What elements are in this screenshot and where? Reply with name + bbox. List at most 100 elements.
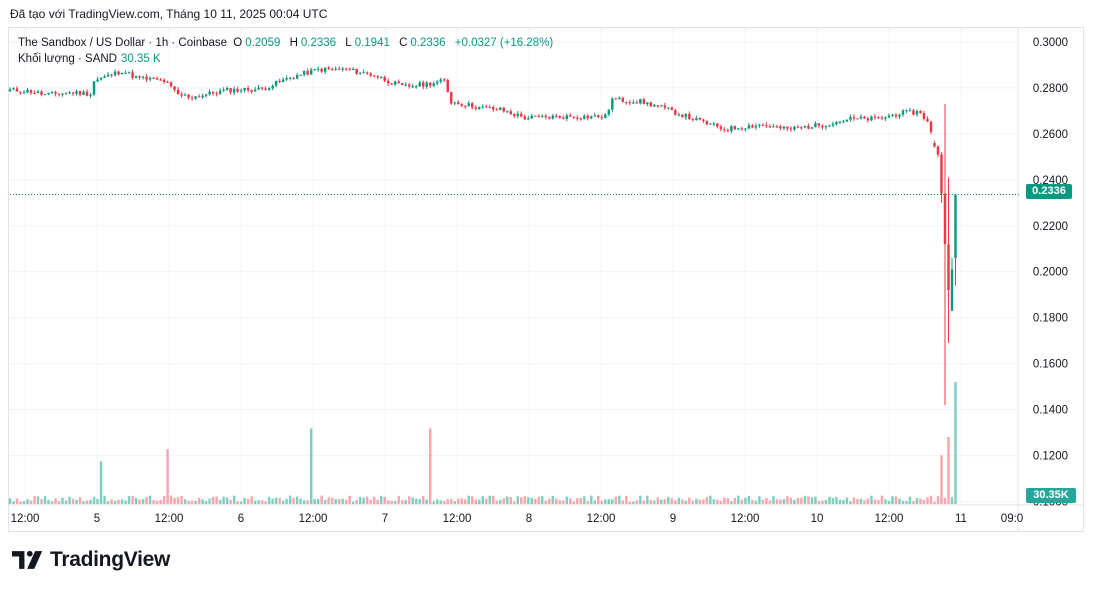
candle-body (873, 116, 877, 118)
volume-bar (22, 501, 26, 504)
candle-body (740, 128, 744, 130)
brand[interactable]: TradingView (12, 548, 170, 572)
volume-bar (106, 501, 110, 504)
volume-bar (726, 498, 730, 504)
candle-body (453, 102, 456, 104)
candle-body (411, 86, 414, 88)
candle-body (863, 116, 866, 119)
volume-bar (138, 499, 141, 504)
candle-body (85, 91, 89, 96)
candle-body (320, 68, 323, 72)
volume-bar (786, 496, 789, 504)
candle-body (852, 116, 856, 119)
candle-body (492, 107, 495, 110)
candle-body (232, 88, 236, 93)
volume-bar (509, 497, 512, 504)
volume-bar (82, 501, 85, 504)
volume-bar (351, 501, 355, 504)
time-tick-label: 5 (94, 513, 100, 525)
candle-body (61, 93, 64, 95)
candle-body (908, 110, 912, 112)
candle-body (866, 118, 870, 121)
volume-bar (285, 498, 288, 504)
volume-bar (933, 501, 936, 504)
volume-bar (201, 499, 204, 504)
volume-bar (204, 500, 208, 504)
candle-body (169, 82, 173, 87)
candle-body (940, 154, 943, 194)
candle-body (33, 92, 36, 94)
price-tick-label: 0.1400 (1033, 405, 1068, 417)
volume-bar (821, 500, 824, 504)
volume-bar (99, 461, 103, 504)
volume-bar (397, 495, 400, 504)
volume-bar (698, 499, 702, 504)
candle-body (898, 114, 901, 117)
candle-body (478, 106, 481, 109)
candle-body (793, 126, 796, 130)
candle-body (253, 89, 257, 92)
volume-bar (365, 496, 369, 504)
candle-body (660, 105, 663, 107)
volume-bar (607, 499, 611, 504)
candle-body (187, 94, 190, 98)
price-tick-label: 0.2400 (1033, 175, 1068, 187)
candle-body (40, 91, 43, 95)
price-tick-label: 0.2000 (1033, 267, 1068, 279)
candle-body (29, 89, 33, 93)
volume-bar (85, 500, 89, 504)
candle-body (611, 98, 614, 110)
volume-bar (450, 498, 453, 504)
candle-body (36, 91, 40, 94)
close-value: C 0.2336 (399, 37, 446, 49)
volume-bar (299, 498, 302, 504)
volume-bar (390, 500, 393, 504)
volume-bar (705, 497, 709, 504)
volume-bar (576, 498, 579, 504)
candle-body (117, 71, 120, 75)
volume-bar (131, 495, 134, 504)
candle-body (22, 92, 26, 94)
volume-bar (635, 500, 639, 504)
volume-bar (730, 501, 733, 504)
volume-bar (267, 496, 271, 504)
volume-bar (506, 496, 509, 504)
volume-bar (264, 501, 267, 504)
candle-body (915, 111, 919, 115)
candle-body (828, 125, 831, 127)
symbol-legend: The Sandbox / US Dollar · 1h · Coinbase … (18, 35, 556, 51)
volume-bar (26, 499, 29, 504)
candle-body (894, 114, 898, 117)
volume-bar (803, 495, 807, 504)
volume-bar (516, 496, 519, 504)
candle-body (393, 81, 397, 85)
candle-body (208, 91, 211, 95)
candle-body (929, 121, 933, 132)
volume-bar (912, 500, 915, 504)
volume-bar (306, 500, 309, 504)
candle-body (590, 116, 593, 119)
time-tick-label: 12:00 (299, 513, 328, 525)
volume-bar (691, 500, 695, 504)
candle-body (800, 127, 803, 129)
candle-body (8, 89, 12, 92)
volume-bar (113, 500, 117, 504)
volume-bar (243, 497, 246, 504)
volume-bar (926, 497, 929, 504)
candle-body (264, 88, 267, 90)
volume-bar (740, 499, 744, 504)
volume-bar (849, 501, 852, 504)
candle-body (211, 91, 215, 94)
candle-body (807, 126, 810, 129)
price-tick-label: 0.2200 (1033, 221, 1068, 233)
candle-body (43, 94, 47, 96)
volume-bar (782, 499, 786, 504)
candle-body (691, 119, 695, 121)
volume-bar (348, 495, 351, 504)
candle-body (943, 193, 947, 245)
volume-bar (548, 498, 551, 504)
candle-body (425, 82, 428, 87)
candle-body (537, 115, 541, 117)
candle-body (110, 74, 113, 76)
